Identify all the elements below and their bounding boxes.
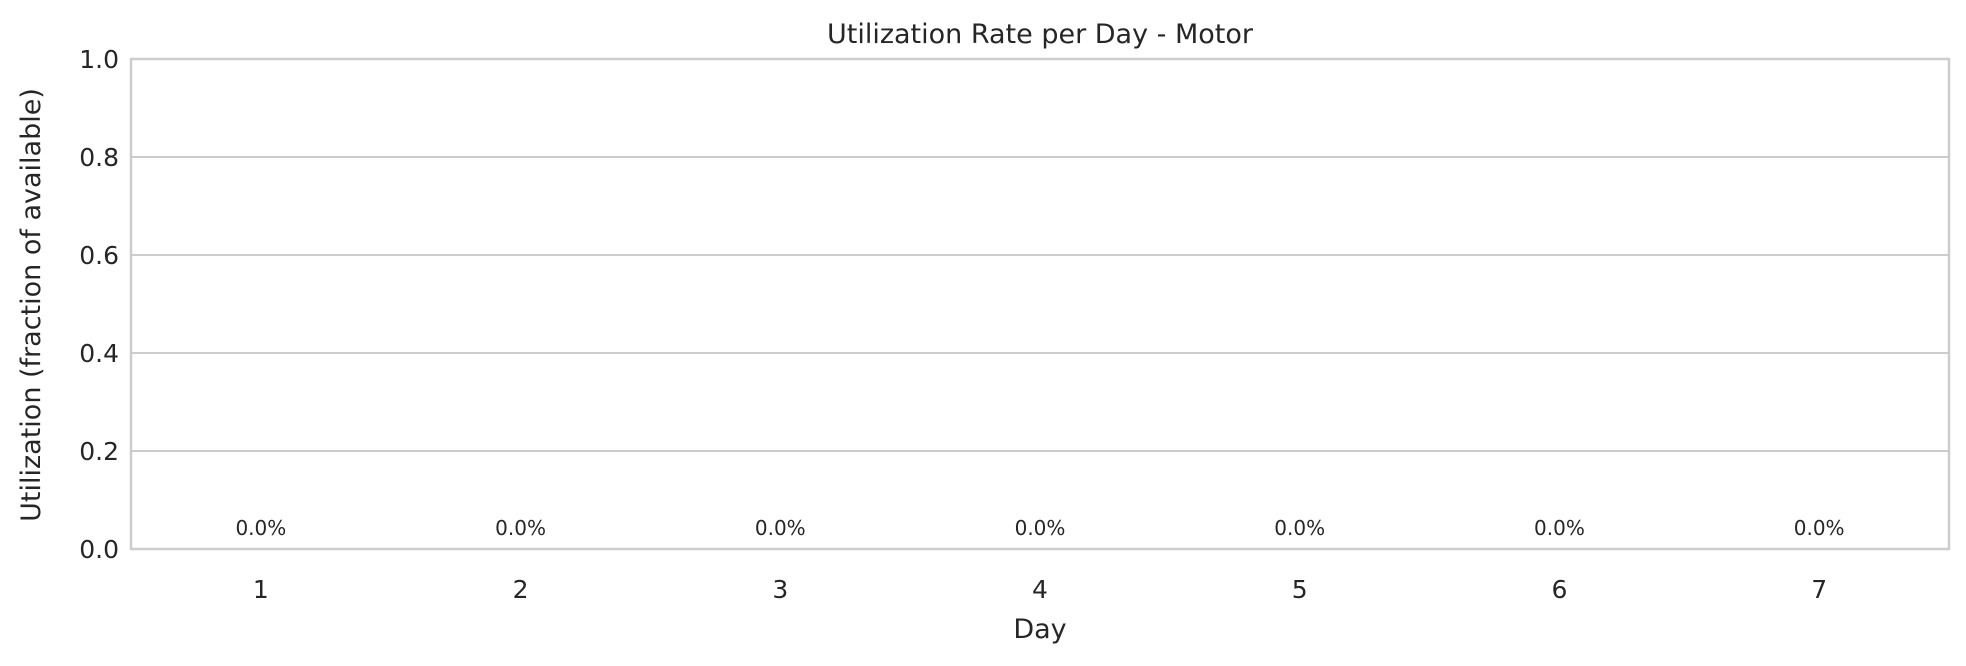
- x-axis-label: Day: [1013, 614, 1066, 645]
- x-tick-label: 3: [772, 575, 788, 604]
- data-label: 0.0%: [235, 516, 286, 540]
- y-tick-label: 1.0: [79, 45, 119, 74]
- data-label: 0.0%: [1274, 516, 1325, 540]
- x-tick-label: 5: [1292, 575, 1308, 604]
- data-labels: 0.0% 0.0% 0.0% 0.0% 0.0% 0.0% 0.0%: [235, 516, 1844, 540]
- y-axis-ticks: 0.0 0.2 0.4 0.6 0.8 1.0: [79, 45, 119, 564]
- y-tick-label: 0.6: [79, 241, 119, 270]
- x-tick-label: 2: [513, 575, 529, 604]
- y-tick-label: 0.8: [79, 143, 119, 172]
- data-label: 0.0%: [755, 516, 806, 540]
- y-axis-label: Utilization (fraction of available): [16, 88, 47, 522]
- y-tick-label: 0.2: [79, 437, 119, 466]
- y-tick-label: 0.0: [79, 535, 119, 564]
- data-label: 0.0%: [1015, 516, 1066, 540]
- data-label: 0.0%: [1794, 516, 1845, 540]
- x-tick-label: 6: [1551, 575, 1567, 604]
- grid-lines: [131, 58, 1949, 550]
- data-label: 0.0%: [495, 516, 546, 540]
- chart-title: Utilization Rate per Day - Motor: [827, 19, 1254, 50]
- y-tick-label: 0.4: [79, 339, 119, 368]
- x-tick-label: 1: [253, 575, 269, 604]
- x-axis-ticks: 1 2 3 4 5 6 7: [253, 575, 1827, 604]
- data-label: 0.0%: [1534, 516, 1585, 540]
- x-tick-label: 7: [1811, 575, 1827, 604]
- x-tick-label: 4: [1032, 575, 1048, 604]
- plot-frame: [129, 57, 1951, 551]
